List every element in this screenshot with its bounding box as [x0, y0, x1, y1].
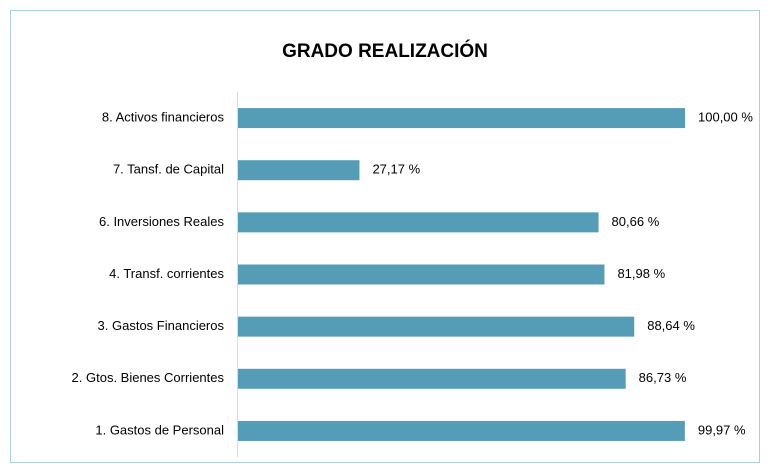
category-label: 3. Gastos Financieros [98, 318, 225, 333]
chart-border [10, 10, 760, 463]
category-label: 7. Tansf. de Capital [113, 162, 224, 177]
data-label: 99,97 % [698, 422, 746, 437]
bar [238, 420, 685, 441]
bar [238, 108, 685, 129]
data-label: 88,64 % [647, 318, 695, 333]
category-label: 1. Gastos de Personal [95, 422, 224, 437]
category-label: 6. Inversiones Reales [99, 214, 225, 229]
bar [238, 368, 626, 389]
category-label: 4. Transf. corrientes [109, 266, 224, 281]
bar [238, 264, 605, 285]
bar [238, 316, 635, 337]
category-label: 2. Gtos. Bienes Corrientes [72, 370, 225, 385]
chart-title: GRADO REALIZACIÓN [282, 40, 488, 62]
bar [238, 160, 360, 181]
category-label: 8. Activos financieros [102, 110, 225, 125]
data-label: 81,98 % [617, 266, 665, 281]
data-label: 80,66 % [612, 214, 660, 229]
data-label: 86,73 % [639, 370, 687, 385]
bar [238, 212, 599, 233]
data-label: 27,17 % [372, 162, 420, 177]
data-label: 100,00 % [698, 110, 753, 125]
